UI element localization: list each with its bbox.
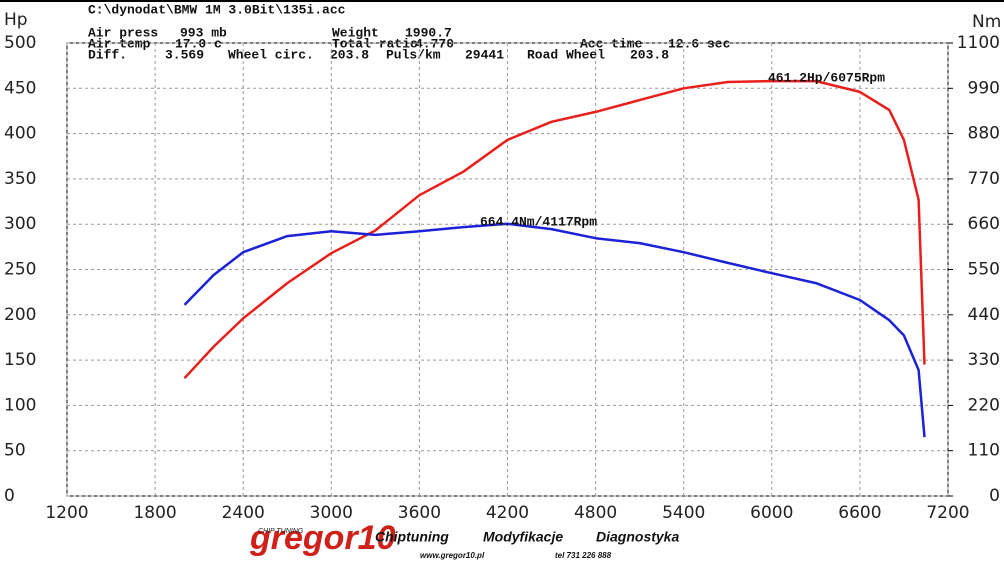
y2-tick-label: 220 [968,395,1000,415]
field-value: 993 mb [180,25,227,40]
y-tick-label: 200 [4,305,36,325]
field-value: 4.770 [415,36,454,51]
x-tick-label: 1200 [45,503,88,523]
y-tick-label: 0 [4,486,15,506]
field-label: Weight [332,25,379,40]
y2-tick-label: 880 [968,124,1000,144]
file-path: C:\dynodat\BMW 1M 3.0Bit\135i.acc [88,2,346,17]
phone: tel 731 226 888 [555,551,612,560]
field-value: 203.8 [630,47,669,62]
field-value: 3.569 [165,47,204,62]
x-tick-label: 6000 [750,503,793,523]
service: Chiptuning [375,529,449,545]
y-tick-label: 250 [4,260,36,280]
x-tick-label: 2400 [222,503,265,523]
field-value: 29441 [465,47,504,62]
y2-tick-label: 0 [989,486,1000,506]
y2-tick-label: 110 [968,441,1000,461]
y-tick-label: 450 [4,78,36,98]
x-tick-label: 4800 [574,503,617,523]
field-label: Road Wheel [527,47,605,62]
y2-axis-label: Nm [972,12,1001,32]
logo-sub: CHIP TUNING [258,528,304,535]
field-label: Total ratio [332,36,418,51]
x-tick-label: 1800 [133,503,176,523]
x-tick-label: 6600 [838,503,881,523]
x-tick-label: 3600 [398,503,441,523]
field-label: Diff. [88,47,127,62]
y2-tick-label: 440 [968,305,1000,325]
field-value: 17.0 c [175,36,222,51]
field-value: 12.6 sec [668,36,731,51]
series-line [183,79,926,380]
x-tick-label: 7200 [926,503,969,523]
y2-tick-label: 660 [968,214,1000,234]
field-value: 203.8 [330,47,369,62]
field-label: Acc time [580,36,643,51]
y-tick-label: 350 [4,169,36,189]
y-tick-label: 400 [4,124,36,144]
y2-tick-label: 770 [968,169,1000,189]
annotation: 461.2Hp/6075Rpm [768,70,885,85]
y-tick-label: 50 [4,441,26,461]
y2-tick-label: 330 [968,350,1000,370]
field-label: Air press [88,25,158,40]
y-tick-label: 150 [4,350,36,370]
field-label: Puls/km [386,47,441,62]
y2-tick-label: 1100 [957,33,1000,53]
x-tick-label: 4200 [486,503,529,523]
logo: gregor10 [249,519,396,557]
annotation: 664.4Nm/4117Rpm [480,214,597,229]
y-axis-label: Hp [4,10,28,30]
service: Modyfikacje [483,529,563,545]
y-tick-label: 500 [4,33,36,53]
service: Diagnostyka [596,529,679,545]
x-tick-label: 5400 [662,503,705,523]
field-value: 1990.7 [405,25,452,40]
y2-tick-label: 550 [968,260,1000,280]
field-label: Wheel circ. [228,47,314,62]
y2-tick-label: 990 [968,78,1000,98]
field-label: Air temp [88,36,151,51]
x-tick-label: 3000 [310,503,353,523]
series-line [183,222,926,438]
website: www.gregor10.pl [420,551,485,560]
y-tick-label: 300 [4,214,36,234]
y-tick-label: 100 [4,395,36,415]
